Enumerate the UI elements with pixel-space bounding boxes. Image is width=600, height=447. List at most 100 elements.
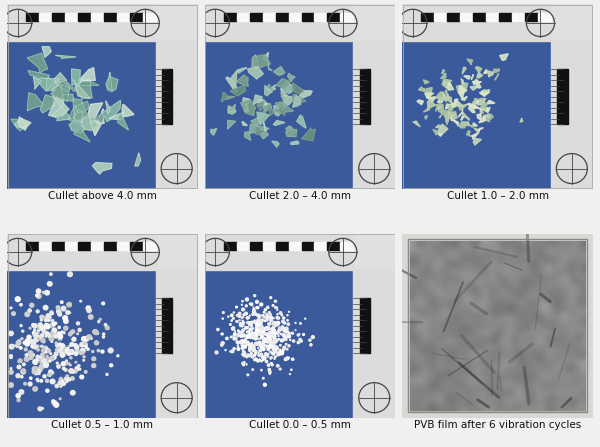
Circle shape: [223, 312, 224, 313]
Polygon shape: [446, 116, 448, 121]
Bar: [143, 13, 156, 21]
Circle shape: [25, 357, 29, 361]
Bar: [205, 234, 353, 270]
Circle shape: [21, 338, 23, 340]
Circle shape: [238, 313, 241, 316]
Circle shape: [261, 328, 263, 330]
Circle shape: [42, 346, 44, 348]
Circle shape: [83, 356, 85, 358]
Polygon shape: [433, 129, 439, 135]
Circle shape: [271, 363, 272, 364]
Circle shape: [52, 400, 55, 403]
Polygon shape: [437, 131, 442, 136]
Circle shape: [262, 345, 265, 348]
Circle shape: [257, 307, 259, 308]
Circle shape: [48, 319, 50, 321]
Circle shape: [254, 337, 257, 340]
Circle shape: [69, 312, 71, 313]
Circle shape: [268, 328, 270, 330]
Circle shape: [250, 323, 253, 325]
Circle shape: [247, 317, 248, 319]
Polygon shape: [281, 89, 287, 97]
Circle shape: [269, 334, 271, 336]
Circle shape: [277, 321, 279, 324]
Circle shape: [29, 355, 33, 359]
Circle shape: [88, 315, 93, 319]
Circle shape: [93, 330, 98, 334]
Circle shape: [281, 351, 284, 354]
Circle shape: [52, 322, 55, 325]
Polygon shape: [273, 109, 280, 115]
Circle shape: [269, 315, 271, 317]
Circle shape: [278, 351, 280, 354]
Polygon shape: [458, 93, 464, 99]
Circle shape: [255, 358, 257, 360]
Circle shape: [74, 344, 77, 346]
Circle shape: [272, 323, 274, 325]
Circle shape: [233, 337, 235, 338]
Circle shape: [241, 324, 243, 326]
Polygon shape: [454, 100, 457, 102]
Circle shape: [43, 375, 46, 378]
Circle shape: [58, 349, 61, 351]
Circle shape: [258, 330, 259, 331]
Circle shape: [246, 343, 248, 345]
Circle shape: [68, 363, 70, 365]
Polygon shape: [426, 88, 432, 97]
Circle shape: [35, 373, 37, 375]
Circle shape: [46, 348, 49, 351]
Circle shape: [277, 353, 278, 354]
Circle shape: [274, 338, 275, 339]
Circle shape: [265, 316, 267, 318]
Circle shape: [263, 315, 264, 316]
Circle shape: [258, 354, 261, 356]
Circle shape: [51, 332, 53, 333]
Circle shape: [262, 340, 265, 342]
Circle shape: [242, 350, 245, 353]
Polygon shape: [92, 163, 112, 174]
Circle shape: [36, 355, 40, 359]
Polygon shape: [417, 100, 424, 105]
Polygon shape: [474, 99, 482, 101]
Circle shape: [289, 374, 290, 375]
Circle shape: [280, 339, 283, 342]
Polygon shape: [448, 110, 449, 115]
Polygon shape: [413, 121, 421, 127]
Bar: [39, 242, 52, 250]
Polygon shape: [477, 73, 482, 78]
Circle shape: [253, 328, 254, 329]
Circle shape: [249, 329, 251, 331]
Circle shape: [268, 364, 269, 365]
Circle shape: [32, 325, 35, 327]
Circle shape: [18, 340, 20, 342]
Polygon shape: [470, 87, 478, 90]
Polygon shape: [467, 59, 473, 65]
Circle shape: [276, 316, 279, 319]
Circle shape: [262, 348, 265, 350]
Circle shape: [256, 342, 258, 344]
Circle shape: [105, 326, 109, 329]
Circle shape: [44, 351, 46, 353]
Polygon shape: [437, 100, 443, 103]
Circle shape: [234, 333, 235, 334]
Circle shape: [274, 336, 275, 337]
Circle shape: [244, 341, 247, 344]
Polygon shape: [480, 109, 484, 114]
Circle shape: [37, 380, 39, 382]
Polygon shape: [257, 101, 264, 111]
Circle shape: [267, 335, 269, 337]
Circle shape: [287, 335, 290, 338]
Circle shape: [283, 346, 286, 349]
Circle shape: [242, 300, 243, 302]
Circle shape: [18, 361, 20, 363]
Polygon shape: [283, 95, 295, 105]
Circle shape: [52, 332, 56, 336]
Circle shape: [33, 345, 37, 349]
Polygon shape: [302, 128, 316, 141]
Circle shape: [58, 350, 61, 353]
Polygon shape: [444, 111, 449, 116]
Polygon shape: [106, 101, 110, 114]
Circle shape: [92, 364, 96, 367]
Circle shape: [52, 328, 56, 333]
Circle shape: [247, 342, 249, 344]
